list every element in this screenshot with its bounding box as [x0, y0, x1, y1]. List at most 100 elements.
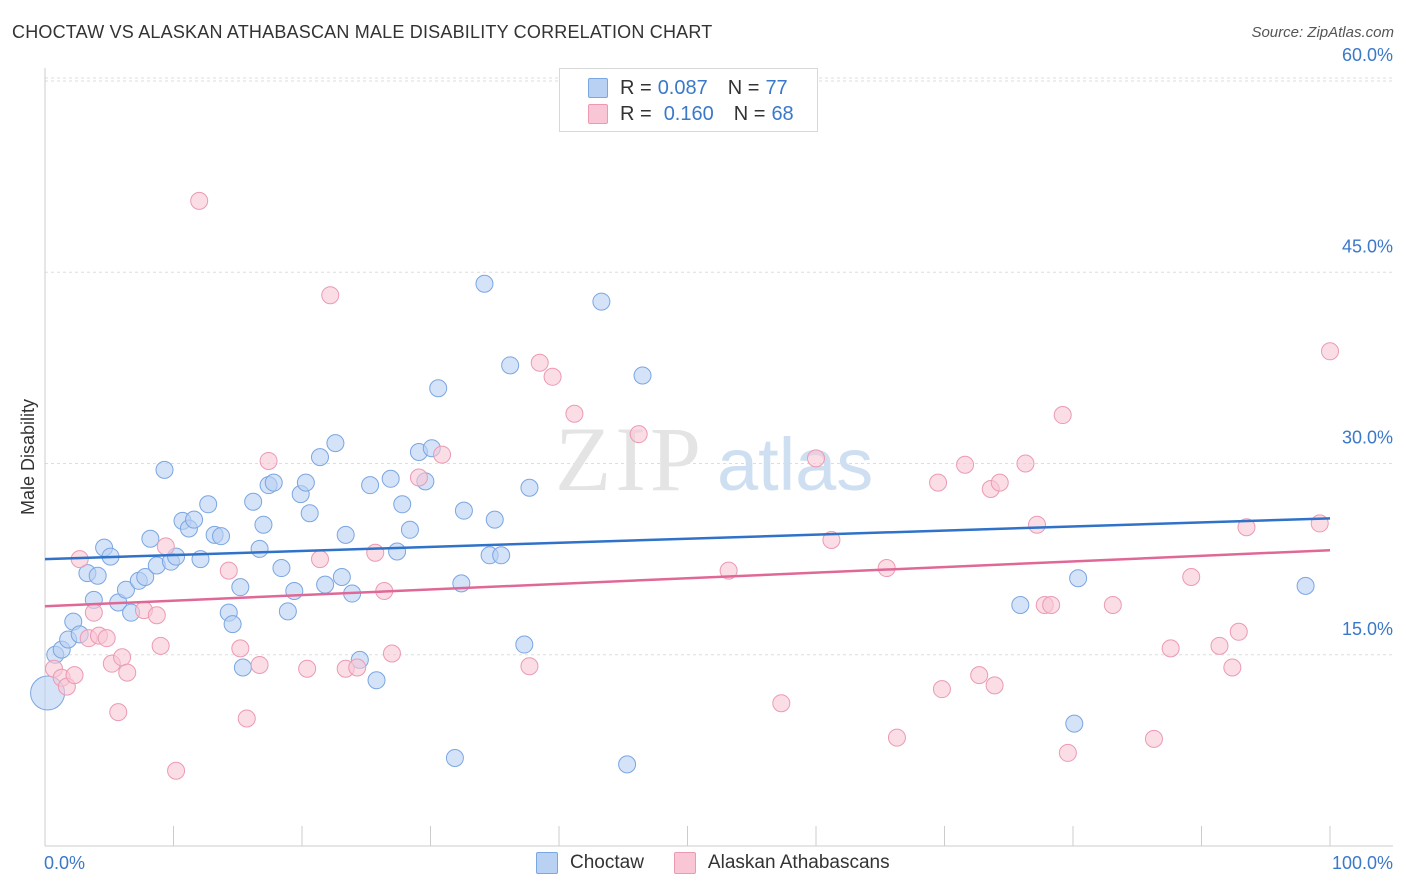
choctaw-point	[300, 504, 319, 523]
y-axis-label: Male Disability	[18, 399, 38, 515]
athabascan-point	[1210, 636, 1229, 655]
choctaw-point	[515, 635, 534, 654]
athabascan-point	[382, 644, 401, 663]
choctaw-point	[185, 510, 204, 529]
choctaw-n-value: 77	[765, 76, 788, 99]
stats-legend: R = 0.087 N = 77 R = 0.160 N = 68	[559, 68, 818, 132]
athabascan-point	[887, 728, 906, 747]
choctaw-point	[429, 379, 448, 398]
athabascan-point	[366, 543, 385, 562]
choctaw-point	[633, 366, 652, 385]
choctaw-point	[199, 495, 218, 514]
athabascan-point	[190, 191, 209, 210]
choctaw-point	[388, 542, 407, 561]
watermark-atlas: atlas	[717, 423, 873, 506]
athabascan-point	[310, 550, 329, 569]
choctaw-point	[244, 492, 263, 511]
choctaw-point	[212, 527, 231, 546]
choctaw-point	[141, 529, 160, 548]
athabascan-point	[1182, 567, 1201, 586]
athabascan-point	[348, 658, 367, 677]
choctaw-swatch	[588, 78, 608, 98]
athabascan-point	[970, 666, 989, 685]
watermark: ZIP atlas	[555, 408, 873, 510]
athabascan-point	[530, 353, 549, 372]
athabascan-point	[259, 451, 278, 470]
legend-item-choctaw: Choctaw	[536, 852, 644, 874]
athabascan-point	[151, 636, 170, 655]
r-label: R =	[620, 102, 652, 125]
athabascan-point	[1229, 622, 1248, 641]
choctaw-point	[367, 671, 386, 690]
x-tick-label-min: 0.0%	[44, 853, 85, 873]
x-tick-label-max: 100.0%	[1332, 853, 1393, 873]
choctaw-point	[1065, 714, 1084, 733]
choctaw-point	[231, 578, 250, 597]
athabascan-point	[985, 676, 1004, 695]
athabascan-point	[1016, 454, 1035, 473]
choctaw-point	[485, 510, 504, 529]
legend-item-athabascan: Alaskan Athabascans	[673, 852, 890, 874]
choctaw-point	[223, 615, 242, 634]
choctaw-point	[445, 749, 464, 768]
choctaw-point	[1296, 576, 1315, 595]
choctaw-point	[492, 546, 511, 565]
choctaw-point	[361, 476, 380, 495]
choctaw-point	[1011, 596, 1030, 615]
choctaw-point	[155, 460, 174, 479]
choctaw-point	[1069, 569, 1088, 588]
athabascan-point	[565, 404, 584, 423]
choctaw-point	[475, 274, 494, 293]
athabascan-point	[1144, 729, 1163, 748]
athabascan-point	[237, 709, 256, 728]
choctaw-point	[520, 478, 539, 497]
athabascan-point	[1058, 743, 1077, 762]
choctaw-point	[592, 292, 611, 311]
series-legend: Choctaw Alaskan Athabascans	[536, 852, 920, 874]
n-label: N =	[733, 102, 766, 125]
athabascan-point	[433, 445, 452, 464]
choctaw-point	[88, 566, 107, 585]
choctaw-point	[296, 473, 315, 492]
athabascan-point	[719, 561, 738, 580]
choctaw-point	[336, 525, 355, 544]
choctaw-point	[250, 539, 269, 558]
athabascan-point	[822, 531, 841, 549]
athabascan-point	[298, 659, 317, 678]
athabascan-point	[932, 680, 951, 699]
tick-labels: 15.0% 30.0% 45.0% 60.0% 0.0% 100.0%	[44, 45, 1393, 873]
choctaw-trend-line	[44, 517, 1331, 561]
athabascan-point	[520, 657, 539, 676]
choctaw-legend-swatch	[536, 852, 558, 874]
n-label: N =	[727, 76, 760, 99]
athabascan-point	[807, 449, 825, 468]
athabascan-swatch	[588, 104, 608, 124]
athabascan-point	[543, 367, 562, 386]
athabascan-n-value: 68	[771, 102, 794, 125]
athabascan-trend-line	[44, 548, 1331, 608]
athabascan-legend-label: Alaskan Athabascans	[707, 852, 890, 873]
athabascan-point	[167, 761, 186, 780]
athabascan-point	[409, 468, 428, 487]
athabascan-r-value: 0.160	[663, 102, 714, 125]
legend-row-choctaw: R = 0.087 N = 77	[588, 76, 794, 100]
athabascan-point	[147, 606, 166, 625]
r-label: R =	[620, 76, 652, 99]
choctaw-point	[454, 501, 473, 520]
choctaw-point	[400, 520, 419, 539]
watermark-zip: ZIP	[555, 408, 705, 510]
choctaw-point	[618, 755, 637, 774]
choctaw-r-value: 0.087	[657, 76, 708, 99]
choctaw-point	[381, 469, 400, 488]
athabascan-point	[84, 603, 103, 622]
trend-lines	[44, 517, 1331, 608]
athabascan-point	[1223, 658, 1242, 677]
choctaw-point	[326, 434, 345, 453]
legend-row-athabascan: R = 0.160 N = 68	[588, 102, 800, 126]
source-credit: Source: ZipAtlas.com	[1251, 24, 1394, 41]
choctaw-point	[316, 575, 335, 594]
y-tick-label: 15.0%	[1342, 619, 1393, 639]
athabascan-point	[118, 663, 137, 682]
choctaw-point	[393, 495, 412, 514]
